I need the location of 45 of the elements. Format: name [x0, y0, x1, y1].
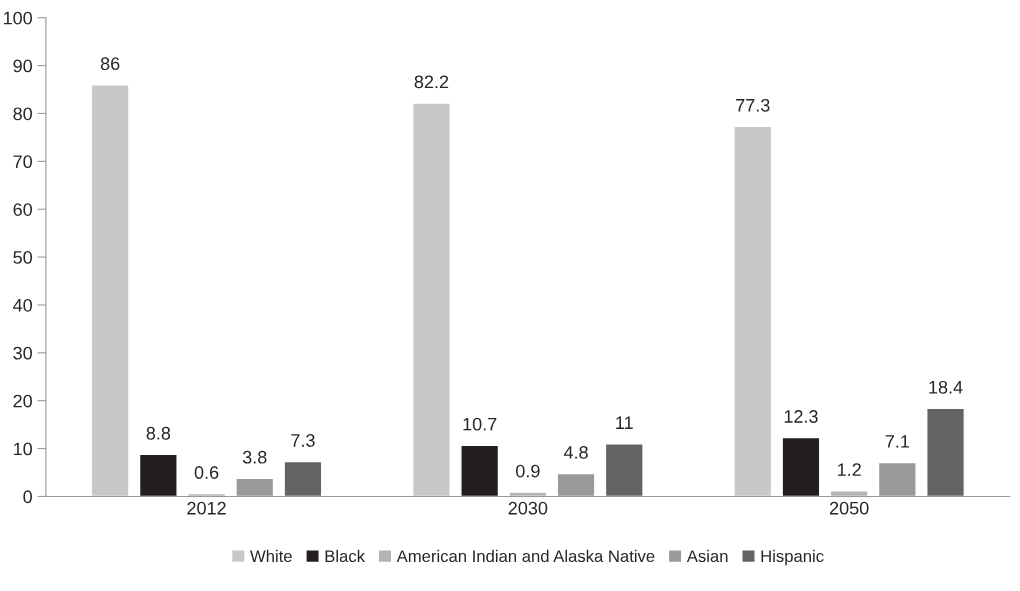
data-label: 0.6 [194, 466, 219, 479]
y-tick-label: 90 [13, 59, 32, 73]
bar [926, 407, 966, 497]
y-tick-label: 40 [13, 298, 32, 312]
bar [733, 125, 773, 497]
y-tick-label: 30 [13, 346, 32, 360]
y-tick-label: 80 [13, 107, 32, 121]
y-tick-label: 100 [3, 11, 32, 25]
legend-label: Hispanic [761, 549, 824, 566]
data-label: 0.9 [516, 464, 540, 478]
bar [90, 84, 130, 497]
y-tick-label: 60 [13, 203, 32, 216]
x-tick-label: 2012 [187, 501, 226, 515]
bar [604, 443, 644, 497]
data-label: 4.8 [563, 446, 588, 459]
y-tick-label: 0 [23, 490, 32, 504]
bar [138, 453, 178, 497]
data-label: 86 [100, 57, 120, 71]
data-label: 82.2 [414, 75, 449, 89]
data-label: 7.1 [885, 435, 910, 448]
data-label: 1.2 [837, 463, 861, 476]
x-tick-label: 2030 [508, 501, 548, 515]
data-label: 12.3 [784, 410, 818, 423]
bar [283, 460, 323, 497]
data-label: 18.4 [929, 380, 963, 394]
y-tick-label: 20 [13, 394, 32, 408]
bar [411, 102, 451, 497]
y-tick-label: 70 [13, 155, 32, 169]
bar [781, 436, 821, 497]
legend-label: American Indian and Alaska Native [396, 549, 655, 563]
data-label: 10.7 [463, 417, 497, 431]
data-label: 11 [616, 416, 633, 429]
legend-label: White [250, 549, 292, 563]
data-label: 8.8 [146, 426, 171, 440]
y-tick-label: 10 [14, 442, 32, 456]
legend-label: Asian [686, 549, 728, 563]
data-label: 77.3 [736, 98, 770, 112]
x-tick-label: 2050 [829, 501, 869, 515]
y-tick-label: 50 [13, 251, 32, 264]
bar [508, 491, 548, 497]
bar [460, 444, 500, 497]
data-label: 3.8 [242, 450, 267, 464]
legend-label: Black [325, 549, 366, 563]
data-label: 7.3 [291, 434, 315, 447]
bar [829, 490, 869, 497]
